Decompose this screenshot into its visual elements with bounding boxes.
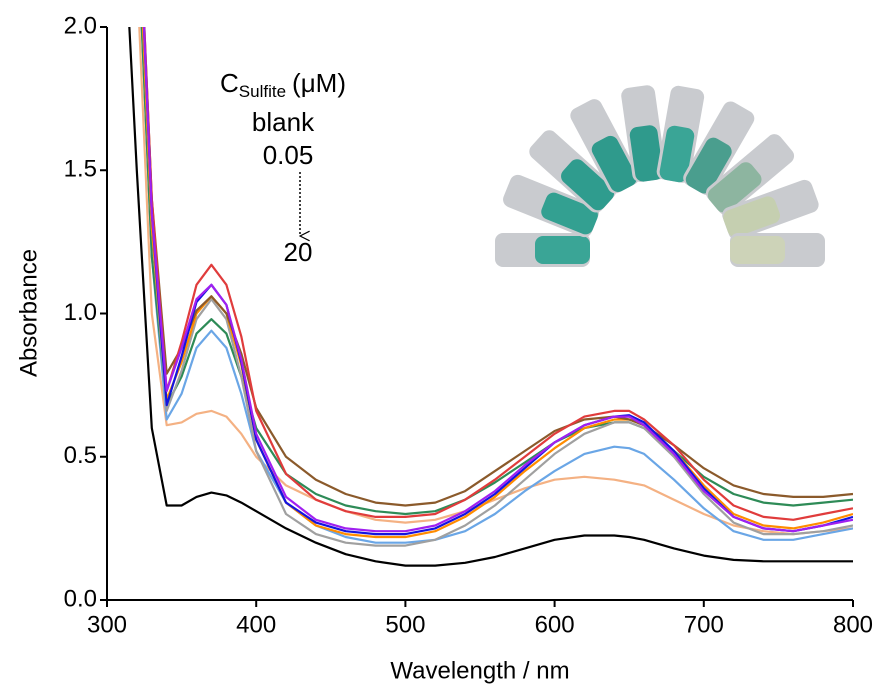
x-tick-label: 800 bbox=[833, 611, 873, 638]
annotation-blank: blank bbox=[252, 107, 315, 137]
annotation-low: 0.05 bbox=[263, 140, 314, 170]
series-line bbox=[143, 27, 853, 507]
x-tick-label: 600 bbox=[535, 611, 575, 638]
y-tick-label: 0.0 bbox=[64, 585, 97, 612]
y-tick-label: 0.5 bbox=[64, 442, 97, 469]
x-tick-label: 500 bbox=[385, 611, 425, 638]
y-tick-label: 1.5 bbox=[64, 156, 97, 183]
series-line bbox=[141, 27, 853, 547]
x-tick-label: 700 bbox=[684, 611, 724, 638]
annotation-subscript: Sulfite bbox=[239, 82, 286, 101]
annotation-unit: (μM) bbox=[292, 68, 346, 98]
series-line bbox=[128, 27, 853, 567]
plot-area bbox=[128, 27, 853, 567]
annotation-title: CSulfite (μM) bbox=[220, 68, 346, 102]
y-tick-label: 2.0 bbox=[64, 12, 97, 39]
annotation-symbol: C bbox=[220, 68, 239, 98]
y-axis-label: Absorbance bbox=[15, 249, 42, 377]
series-line bbox=[142, 27, 853, 533]
inset-photo bbox=[495, 85, 825, 267]
x-tick-label: 300 bbox=[87, 611, 127, 638]
series-line bbox=[138, 27, 853, 536]
y-tick-label: 1.0 bbox=[64, 299, 97, 326]
x-axis-label: Wavelength / nm bbox=[390, 657, 569, 684]
annotation-high: 20 bbox=[284, 237, 313, 267]
series-line bbox=[140, 27, 853, 516]
series-line bbox=[143, 27, 853, 521]
x-tick-label: 400 bbox=[236, 611, 276, 638]
